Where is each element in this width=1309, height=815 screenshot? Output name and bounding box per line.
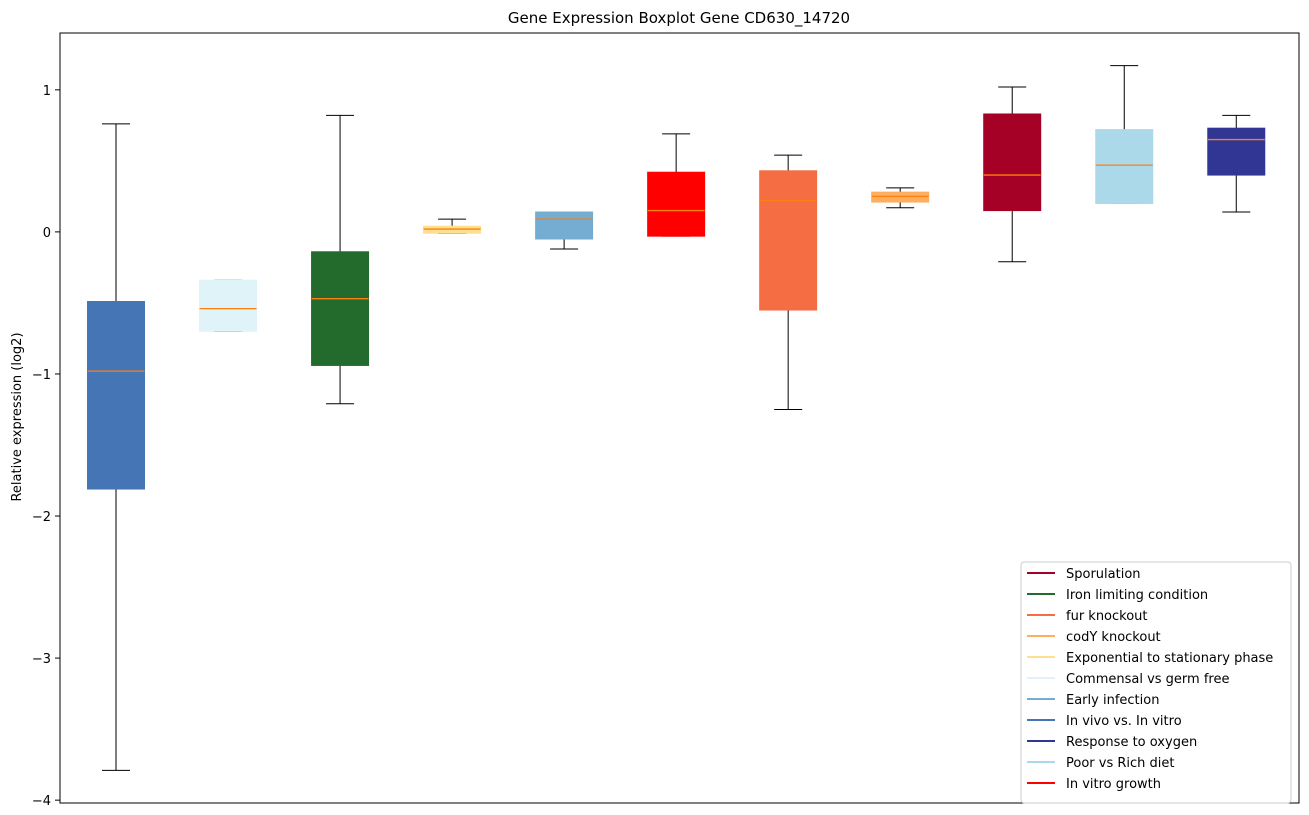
- legend-label: Response to oxygen: [1066, 735, 1197, 750]
- legend-label: Early infection: [1066, 693, 1159, 708]
- box-iqr: [759, 170, 818, 311]
- box-iqr: [87, 301, 146, 490]
- box-1: [87, 123, 146, 771]
- legend-label: In vivo vs. In vitro: [1066, 714, 1182, 729]
- legend-item: Commensal vs germ free: [1027, 672, 1229, 687]
- box-4: [423, 218, 482, 234]
- box-10: [1095, 65, 1154, 204]
- box-9: [983, 86, 1042, 263]
- y-tick-label: −3: [32, 652, 51, 667]
- legend-item: codY knockout: [1027, 630, 1161, 645]
- box-iqr: [535, 211, 594, 240]
- legend-item: fur knockout: [1027, 609, 1148, 624]
- box-iqr: [311, 251, 370, 366]
- y-tick-label: 1: [43, 84, 51, 99]
- y-tick-label: 0: [43, 226, 51, 241]
- y-tick-label: −1: [32, 368, 51, 383]
- box-2: [199, 279, 258, 332]
- legend-label: fur knockout: [1066, 609, 1148, 624]
- box-8: [871, 187, 930, 209]
- legend-item: In vitro growth: [1027, 777, 1161, 792]
- legend-label: Sporulation: [1066, 567, 1141, 582]
- y-tick-label: −2: [32, 510, 51, 525]
- legend-label: In vitro growth: [1066, 777, 1161, 792]
- box-iqr: [983, 113, 1042, 212]
- boxes-group: [87, 65, 1266, 771]
- box-iqr: [423, 225, 482, 234]
- box-11: [1207, 114, 1266, 213]
- legend-label: Commensal vs germ free: [1066, 672, 1229, 687]
- box-iqr: [1207, 127, 1266, 176]
- legend-frame: [1020, 561, 1292, 804]
- legend-item: Sporulation: [1027, 567, 1141, 582]
- y-axis-label: Relative expression (log2): [10, 332, 25, 501]
- y-axis: 1 0 −1 −2 −3 −4: [32, 84, 60, 809]
- legend-item: In vivo vs. In vitro: [1027, 714, 1182, 729]
- legend-label: Exponential to stationary phase: [1066, 651, 1273, 666]
- box-iqr: [1095, 129, 1154, 204]
- legend-item: Exponential to stationary phase: [1027, 651, 1273, 666]
- y-tick-label: −4: [32, 794, 51, 809]
- box-iqr: [871, 191, 930, 203]
- legend-item: Poor vs Rich diet: [1027, 756, 1174, 771]
- plot-frame: [59, 32, 1300, 804]
- chart-title: Gene Expression Boxplot Gene CD630_14720: [508, 9, 850, 28]
- box-6: [647, 133, 706, 237]
- box-iqr: [647, 171, 706, 237]
- legend-item: Response to oxygen: [1027, 735, 1197, 750]
- legend-item: Early infection: [1027, 693, 1159, 708]
- legend-label: codY knockout: [1066, 630, 1161, 645]
- box-5: [535, 211, 594, 250]
- legend-item: Iron limiting condition: [1027, 588, 1208, 603]
- legend-label: Iron limiting condition: [1066, 588, 1208, 603]
- legend: Sporulation Iron limiting condition fur kn…: [1020, 561, 1292, 804]
- box-3: [311, 114, 370, 405]
- box-7: [759, 154, 818, 410]
- legend-label: Poor vs Rich diet: [1066, 756, 1174, 771]
- box-iqr: [199, 279, 258, 332]
